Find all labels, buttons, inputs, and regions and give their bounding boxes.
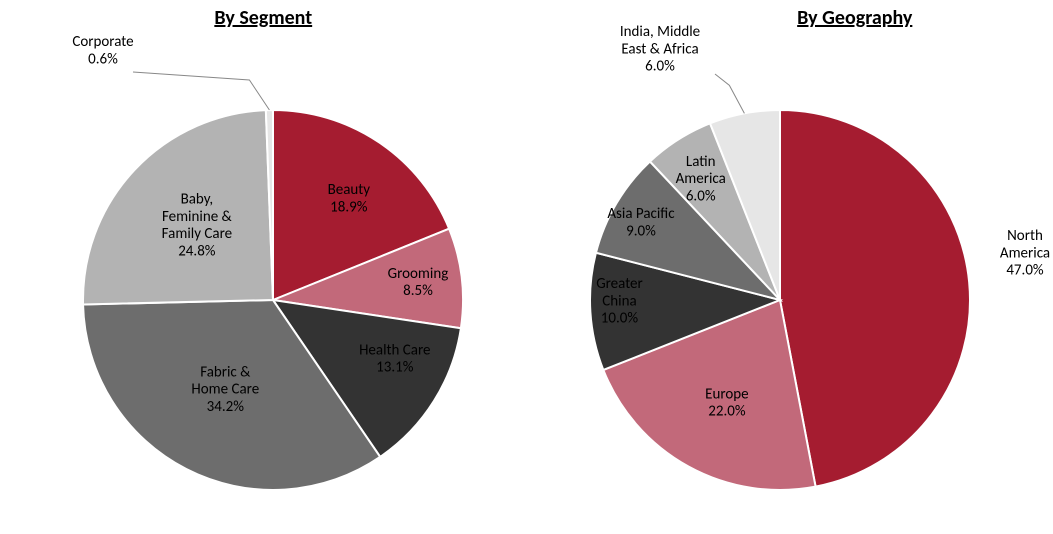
leader-line-corporate (133, 72, 269, 110)
segment-chart-block: By Segment Beauty18.9%Grooming8.5%Health… (13, 0, 513, 520)
charts-container: By Segment Beauty18.9%Grooming8.5%Health… (0, 0, 1053, 534)
slice-label: Beauty18.9% (328, 181, 371, 216)
slice-label: GreaterChina10.0% (596, 275, 643, 328)
external-label-north-america: NorthAmerica47.0% (1000, 227, 1050, 280)
geography-pie: Europe22.0%GreaterChina10.0%Asia Pacific… (540, 0, 1053, 520)
external-label-imea: India, MiddleEast & Africa6.0% (620, 23, 700, 76)
geography-chart-block: By Geography Europe22.0%GreaterChina10.0… (540, 0, 1040, 520)
segment-pie: Beauty18.9%Grooming8.5%Health Care13.1%F… (13, 0, 513, 520)
slice-label: Europe22.0% (705, 385, 748, 420)
external-label-corporate: Corporate0.6% (73, 33, 134, 68)
pie-slice-north-america (780, 110, 970, 487)
leader-line-imea (715, 74, 744, 113)
